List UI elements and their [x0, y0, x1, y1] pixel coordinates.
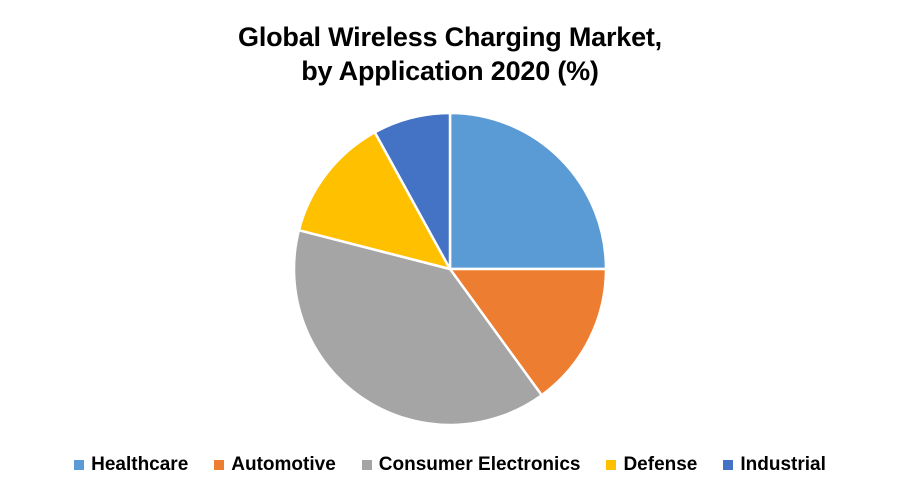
legend-swatch-defense [606, 460, 617, 470]
chart-legend: Healthcare Automotive Consumer Electroni… [0, 454, 900, 476]
chart-title-line-2: by Application 2020 (%) [301, 56, 599, 86]
pie-slice-healthcare [448, 111, 608, 271]
legend-swatch-automotive [214, 460, 225, 470]
legend-label-consumer-electronics: Consumer Electronics [378, 454, 581, 475]
legend-label-industrial: Industrial [740, 454, 826, 475]
legend-label-defense: Defense [623, 454, 698, 475]
legend-swatch-healthcare [74, 460, 85, 470]
pie-slice-consumer-electronics [292, 228, 543, 427]
legend-item-defense: Defense [606, 454, 697, 476]
legend-label-healthcare: Healthcare [91, 454, 189, 475]
chart-title: Global Wireless Charging Market, by Appl… [0, 20, 900, 88]
legend-item-healthcare: Healthcare [74, 454, 188, 476]
chart-title-line-1: Global Wireless Charging Market, [238, 22, 662, 52]
legend-swatch-consumer-electronics [361, 460, 372, 470]
legend-item-consumer-electronics: Consumer Electronics [361, 454, 581, 476]
pie-slice-industrial [373, 111, 452, 271]
pie-slice-automotive [448, 267, 608, 397]
legend-item-automotive: Automotive [214, 454, 336, 476]
legend-item-industrial: Industrial [723, 454, 826, 476]
legend-swatch-industrial [723, 460, 734, 470]
legend-label-automotive: Automotive [231, 454, 336, 475]
pie-slice-defense [297, 131, 452, 271]
